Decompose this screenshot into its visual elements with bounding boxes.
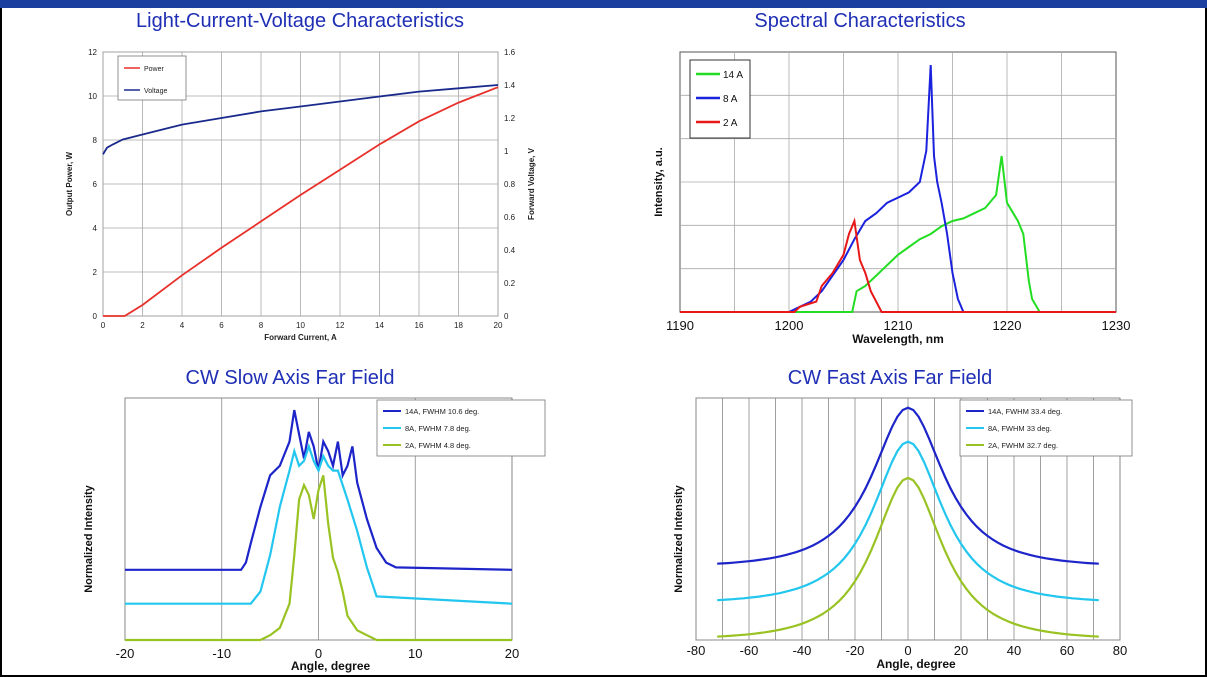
x-axis-label: Angle, degree — [876, 657, 956, 671]
y2-tick-label: 1 — [504, 147, 509, 156]
x-tick-label: 20 — [505, 646, 519, 661]
x-tick-label: 0 — [315, 646, 322, 661]
x-tick-label: 16 — [415, 321, 424, 330]
x-tick-label: 1190 — [666, 318, 694, 333]
y2-tick-label: 0 — [504, 312, 509, 321]
header-bar — [0, 0, 1207, 8]
y-tick-label: 0 — [93, 312, 98, 321]
x-tick-label: 8 — [259, 321, 264, 330]
x-tick-label: -10 — [212, 646, 231, 661]
y-tick-label: 8 — [93, 136, 98, 145]
x-tick-label: -80 — [687, 643, 706, 658]
x-tick-label: 60 — [1060, 643, 1074, 658]
x-tick-label: 1220 — [993, 318, 1022, 333]
series-line-2 — [717, 476, 1099, 638]
y-axis-label: Output Power, W — [65, 152, 74, 216]
x-tick-label: -40 — [793, 643, 812, 658]
x-tick-label: 80 — [1113, 643, 1127, 658]
x-tick-label: -20 — [116, 646, 135, 661]
y-axis-label: Normalized Intensity — [673, 484, 685, 592]
legend-label: 2 A — [723, 118, 738, 129]
series-line-0 — [717, 406, 1099, 565]
x-tick-label: 1210 — [884, 318, 913, 333]
x-tick-label: 2 — [140, 321, 145, 330]
x-tick-label: 20 — [954, 643, 968, 658]
y2-tick-label: 0.2 — [504, 279, 516, 288]
legend-label: Voltage — [144, 88, 167, 95]
series-line-1 — [125, 442, 513, 605]
legend-box — [117, 55, 187, 101]
liv-chart: 0 2 4 6 8 10 12 14 16 18 2002468101200.20.40.60.81… — [65, 48, 536, 342]
legend-box — [959, 399, 1133, 457]
legend-label: 8 A — [723, 94, 738, 105]
y-axis-label: Normalized Intensity — [83, 484, 95, 592]
legend-label: 8A, FWHM 7.8 deg. — [405, 424, 471, 433]
y2-tick-label: 1.2 — [504, 114, 516, 123]
x-tick-label: 18 — [454, 321, 463, 330]
series-line-14a — [680, 155, 1116, 313]
spectral-chart: 1190 1200 1210 1220 1230 Wavelength, nm Intens… — [653, 51, 1131, 346]
x-axis-label: Wavelength, nm — [852, 332, 944, 346]
y-tick-label: 2 — [93, 268, 98, 277]
y-tick-label: 10 — [88, 92, 97, 101]
series-line-1 — [717, 440, 1099, 602]
y2-tick-label: 1.4 — [504, 81, 516, 90]
x-tick-label: -20 — [846, 643, 865, 658]
x-tick-label: 0 — [904, 643, 911, 658]
legend-label: 14A, FWHM 10.6 deg. — [405, 407, 479, 416]
chart-title-liv: Light-Current-Voltage Characteristics — [136, 10, 464, 32]
x-tick-label: 1200 — [775, 318, 804, 333]
y2-axis-label: Forward Voltage, V — [527, 147, 536, 220]
slow-axis-chart: -20 -10 0 10 20 Angle, degree Normalized Inten… — [83, 397, 546, 673]
series-line-power — [103, 86, 499, 317]
x-tick-label: 10 — [408, 646, 422, 661]
series-line-2a — [680, 217, 1116, 313]
chart-title-slow-axis: CW Slow Axis Far Field — [185, 367, 395, 389]
y2-tick-label: 0.6 — [504, 213, 516, 222]
chart-title-spectral: Spectral Characteristics — [754, 10, 966, 32]
x-tick-label: 0 — [101, 321, 106, 330]
y-tick-label: 6 — [93, 180, 98, 189]
x-tick-label: 10 — [296, 321, 305, 330]
legend-label: 8A, FWHM 33 deg. — [988, 424, 1052, 433]
x-tick-label: 40 — [1007, 643, 1021, 658]
x-tick-label: 14 — [375, 321, 384, 330]
legend-label: 2A, FWHM 32.7 deg. — [988, 441, 1058, 450]
legend-box — [376, 399, 546, 457]
series-line-2 — [125, 475, 512, 642]
y2-tick-label: 0.8 — [504, 180, 516, 189]
series-line-voltage — [102, 84, 499, 155]
x-axis-label: Forward Current, A — [264, 333, 337, 342]
fast-axis-chart: -80 -60 -40 -20 0 20 40 60 80 Angle, degree Normal… — [673, 397, 1133, 671]
legend-label: 14A, FWHM 33.4 deg. — [988, 407, 1062, 416]
x-tick-label: 4 — [180, 321, 185, 330]
x-tick-label: 12 — [336, 321, 345, 330]
y2-tick-label: 1.6 — [504, 48, 516, 57]
x-tick-label: 20 — [494, 321, 503, 330]
x-tick-label: 1230 — [1102, 318, 1131, 333]
x-tick-label: 6 — [219, 321, 224, 330]
x-axis-label: Angle, degree — [291, 659, 371, 673]
legend-label: 2A, FWHM 4.8 deg. — [405, 441, 471, 450]
y-tick-label: 4 — [93, 224, 98, 233]
y2-tick-label: 0.4 — [504, 246, 516, 255]
y-tick-label: 12 — [88, 48, 97, 57]
x-tick-label: -60 — [740, 643, 759, 658]
legend-label: 14 A — [723, 70, 743, 81]
legend-label: Power — [144, 66, 165, 73]
y-axis-label: Intensity, a.u. — [653, 147, 665, 216]
chart-title-fast-axis: CW Fast Axis Far Field — [787, 367, 993, 389]
